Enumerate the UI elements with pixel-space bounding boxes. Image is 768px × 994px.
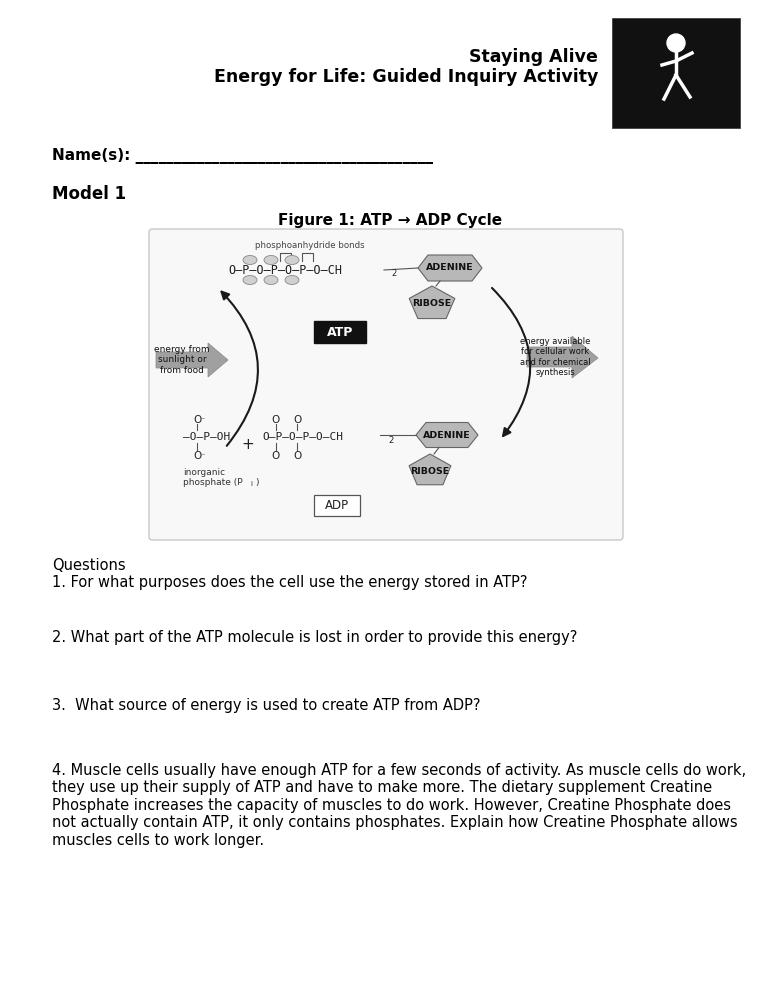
- Ellipse shape: [285, 255, 299, 264]
- Text: phosphate (P: phosphate (P: [183, 478, 243, 487]
- Text: 1. For what purposes does the cell use the energy stored in ATP?: 1. For what purposes does the cell use t…: [52, 575, 528, 590]
- Text: energy available
for cellular work
and for chemical
synthesis: energy available for cellular work and f…: [520, 337, 591, 377]
- Text: 2: 2: [388, 436, 393, 445]
- Text: O–P–O–P–O–P–O–CH: O–P–O–P–O–P–O–CH: [228, 263, 342, 276]
- Text: Name(s): _______________________________________: Name(s): _______________________________…: [52, 148, 433, 164]
- Ellipse shape: [285, 275, 299, 284]
- Text: RIBOSE: RIBOSE: [410, 466, 449, 475]
- Polygon shape: [527, 336, 598, 378]
- Text: ADENINE: ADENINE: [423, 430, 471, 439]
- FancyArrowPatch shape: [221, 291, 258, 446]
- Text: ATP: ATP: [327, 325, 353, 339]
- Polygon shape: [418, 255, 482, 281]
- Text: O: O: [272, 415, 280, 425]
- Text: ⁻: ⁻: [200, 451, 205, 460]
- Text: ⁻: ⁻: [200, 415, 205, 424]
- Text: O: O: [293, 451, 301, 461]
- Text: RIBOSE: RIBOSE: [412, 299, 452, 308]
- Text: Figure 1: ATP → ADP Cycle: Figure 1: ATP → ADP Cycle: [278, 213, 502, 228]
- Text: phosphoanhydride bonds: phosphoanhydride bonds: [255, 241, 365, 250]
- Text: 3.  What source of energy is used to create ATP from ADP?: 3. What source of energy is used to crea…: [52, 698, 481, 713]
- Text: +: +: [242, 437, 254, 452]
- Text: Questions: Questions: [52, 558, 126, 573]
- Ellipse shape: [264, 255, 278, 264]
- Circle shape: [667, 34, 685, 52]
- Polygon shape: [409, 286, 455, 318]
- Text: i: i: [250, 481, 252, 487]
- Text: ADP: ADP: [325, 499, 349, 512]
- Polygon shape: [416, 422, 478, 447]
- Text: O: O: [272, 451, 280, 461]
- FancyBboxPatch shape: [314, 495, 360, 516]
- Text: 4. Muscle cells usually have enough ATP for a few seconds of activity. As muscle: 4. Muscle cells usually have enough ATP …: [52, 763, 746, 848]
- Ellipse shape: [243, 255, 257, 264]
- Text: ): ): [255, 478, 259, 487]
- FancyBboxPatch shape: [314, 321, 366, 343]
- Polygon shape: [409, 454, 451, 485]
- Text: 2. What part of the ATP molecule is lost in order to provide this energy?: 2. What part of the ATP molecule is lost…: [52, 630, 578, 645]
- Text: O: O: [193, 451, 201, 461]
- Text: ADENINE: ADENINE: [426, 263, 474, 272]
- Text: inorganic: inorganic: [183, 468, 225, 477]
- Text: energy from
sunlight or
from food: energy from sunlight or from food: [154, 345, 210, 375]
- Text: Staying Alive: Staying Alive: [469, 48, 598, 66]
- FancyBboxPatch shape: [612, 18, 740, 128]
- Text: O: O: [293, 415, 301, 425]
- Text: Model 1: Model 1: [52, 185, 126, 203]
- Text: Energy for Life: Guided Inquiry Activity: Energy for Life: Guided Inquiry Activity: [214, 68, 598, 86]
- Text: O–P–O–P–O–CH: O–P–O–P–O–CH: [262, 432, 343, 442]
- Ellipse shape: [264, 275, 278, 284]
- FancyArrowPatch shape: [492, 288, 530, 436]
- Polygon shape: [156, 343, 228, 377]
- Text: –O–P–OH: –O–P–OH: [183, 432, 230, 442]
- Text: O: O: [193, 415, 201, 425]
- Ellipse shape: [243, 275, 257, 284]
- Text: 2: 2: [391, 269, 396, 278]
- FancyBboxPatch shape: [149, 229, 623, 540]
